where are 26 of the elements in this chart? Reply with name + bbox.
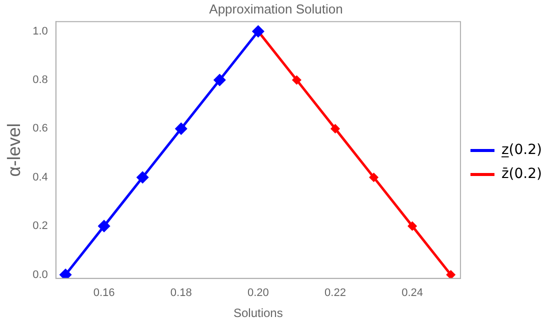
x-tick-label: 0.20 <box>247 287 269 300</box>
point <box>60 269 72 278</box>
point <box>446 270 456 278</box>
x-tick-label: 0.18 <box>170 287 192 300</box>
x-axis-title: Solutions <box>233 306 283 320</box>
chart-title: Approximation Solution <box>209 1 343 16</box>
x-tick-label: 0.22 <box>324 287 346 300</box>
point <box>408 222 417 230</box>
y-tick-label: 0.2 <box>32 220 48 232</box>
legend-label: z̄(0.2) <box>501 166 542 182</box>
point <box>214 74 226 86</box>
point <box>370 173 378 182</box>
y-tick-label: 0.6 <box>32 122 48 135</box>
y-tick-label: 0.0 <box>32 268 48 281</box>
x-tick-label: 0.24 <box>402 287 424 300</box>
y-tick-label: 0.8 <box>32 74 48 86</box>
y-tick-label: 0.4 <box>32 171 48 184</box>
point <box>98 220 110 232</box>
point <box>292 76 301 84</box>
x-tick-label: 0.16 <box>93 287 115 300</box>
point <box>136 172 148 184</box>
point <box>175 122 187 134</box>
y-axis-title: α-level <box>4 123 24 177</box>
point <box>330 124 340 133</box>
legend-label: z̲(0.2) <box>500 142 542 158</box>
y-tick-label: 1.0 <box>32 25 48 38</box>
